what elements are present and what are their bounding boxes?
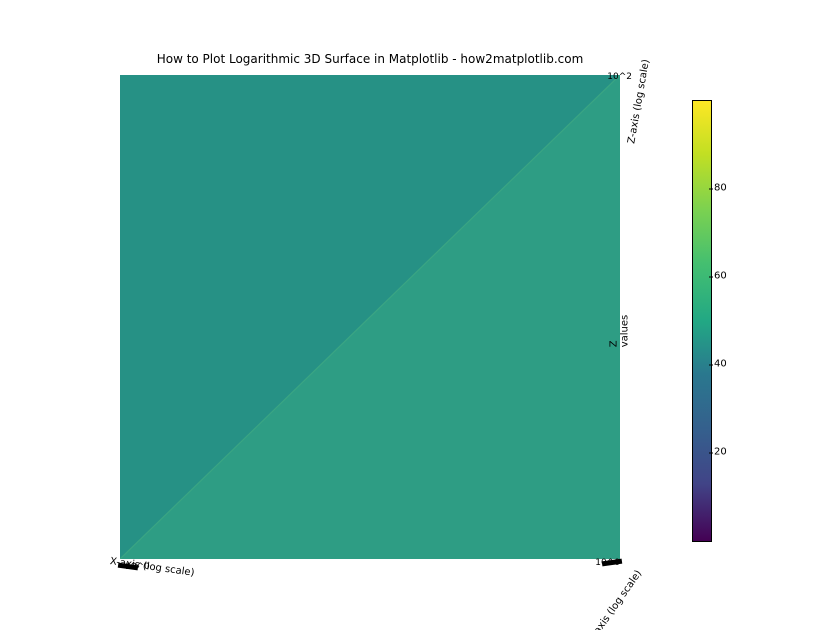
colorbar-tick: 80: [714, 183, 727, 194]
chart-title: How to Plot Logarithmic 3D Surface in Ma…: [120, 52, 620, 66]
colorbar-tick: 40: [714, 359, 727, 370]
surface-svg: [120, 75, 620, 559]
colorbar-label: Z values: [609, 315, 631, 348]
colorbar-tick: 60: [714, 271, 727, 282]
z-axis-tick: 10^2: [607, 72, 632, 82]
colorbar-gradient: [692, 100, 712, 542]
x-axis-label: X-axis (log scale): [109, 556, 195, 579]
y-axis-tick: 10^0: [595, 558, 620, 568]
surface-plot: [120, 75, 620, 559]
colorbar: Z values 20406080: [692, 100, 710, 540]
y-axis-label: Y-axis (log scale): [587, 568, 644, 630]
figure: How to Plot Logarithmic 3D Surface in Ma…: [0, 0, 840, 630]
colorbar-tick: 20: [714, 447, 727, 458]
